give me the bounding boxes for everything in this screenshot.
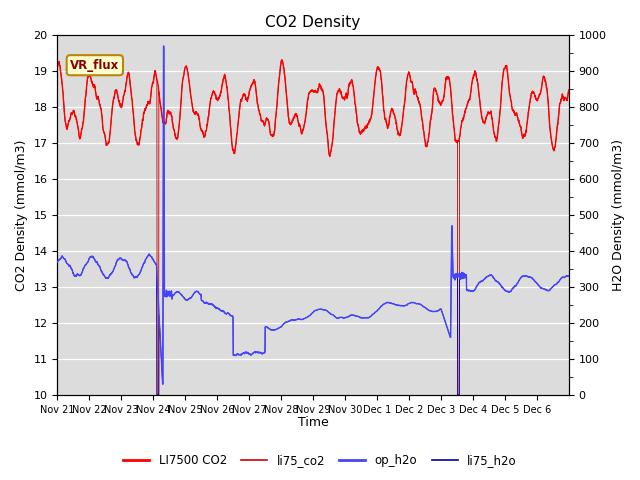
li75_co2 bbox=[215, 95, 223, 101]
op_h2o bbox=[160, 43, 168, 49]
Text: VR_flux: VR_flux bbox=[70, 59, 120, 72]
li75_co2 bbox=[467, 88, 475, 94]
Legend: LI7500 CO2, li75_co2, op_h2o, li75_h2o: LI7500 CO2, li75_co2, op_h2o, li75_h2o bbox=[118, 449, 522, 472]
li75_h2o bbox=[153, 392, 161, 398]
LI7500 CO2 bbox=[565, 87, 573, 93]
op_h2o bbox=[344, 314, 351, 320]
li75_co2 bbox=[565, 87, 573, 93]
li75_co2 bbox=[104, 139, 112, 145]
op_h2o bbox=[496, 281, 504, 287]
op_h2o bbox=[565, 273, 573, 279]
LI7500 CO2 bbox=[54, 65, 61, 71]
li75_co2 bbox=[558, 95, 566, 101]
LI7500 CO2 bbox=[558, 95, 566, 101]
li75_h2o bbox=[216, 306, 223, 312]
li75_h2o bbox=[104, 275, 112, 280]
LI7500 CO2 bbox=[344, 92, 351, 98]
LI7500 CO2 bbox=[278, 57, 285, 63]
Line: op_h2o: op_h2o bbox=[58, 46, 569, 384]
li75_co2 bbox=[278, 57, 285, 63]
li75_h2o bbox=[565, 273, 573, 279]
Line: LI7500 CO2: LI7500 CO2 bbox=[58, 60, 569, 156]
li75_h2o bbox=[344, 314, 351, 320]
li75_co2 bbox=[344, 92, 351, 98]
op_h2o bbox=[159, 381, 166, 387]
LI7500 CO2 bbox=[104, 139, 112, 145]
li75_h2o bbox=[558, 275, 566, 280]
op_h2o bbox=[104, 275, 112, 280]
LI7500 CO2 bbox=[467, 88, 475, 94]
Title: CO2 Density: CO2 Density bbox=[266, 15, 361, 30]
LI7500 CO2 bbox=[326, 154, 333, 159]
li75_h2o bbox=[160, 43, 168, 49]
op_h2o bbox=[216, 306, 223, 312]
Y-axis label: H2O Density (mmol/m3): H2O Density (mmol/m3) bbox=[612, 139, 625, 291]
li75_co2 bbox=[54, 65, 61, 71]
op_h2o bbox=[558, 275, 566, 280]
li75_h2o bbox=[467, 288, 475, 294]
Line: li75_co2: li75_co2 bbox=[58, 60, 569, 395]
li75_co2 bbox=[496, 109, 504, 115]
X-axis label: Time: Time bbox=[298, 416, 328, 429]
LI7500 CO2 bbox=[496, 109, 504, 115]
li75_h2o bbox=[496, 281, 504, 287]
LI7500 CO2 bbox=[215, 96, 223, 102]
Y-axis label: CO2 Density (mmol/m3): CO2 Density (mmol/m3) bbox=[15, 139, 28, 291]
op_h2o bbox=[54, 259, 61, 265]
op_h2o bbox=[467, 288, 475, 294]
li75_h2o bbox=[54, 259, 61, 265]
Line: li75_h2o: li75_h2o bbox=[58, 46, 569, 395]
li75_co2 bbox=[153, 392, 161, 398]
